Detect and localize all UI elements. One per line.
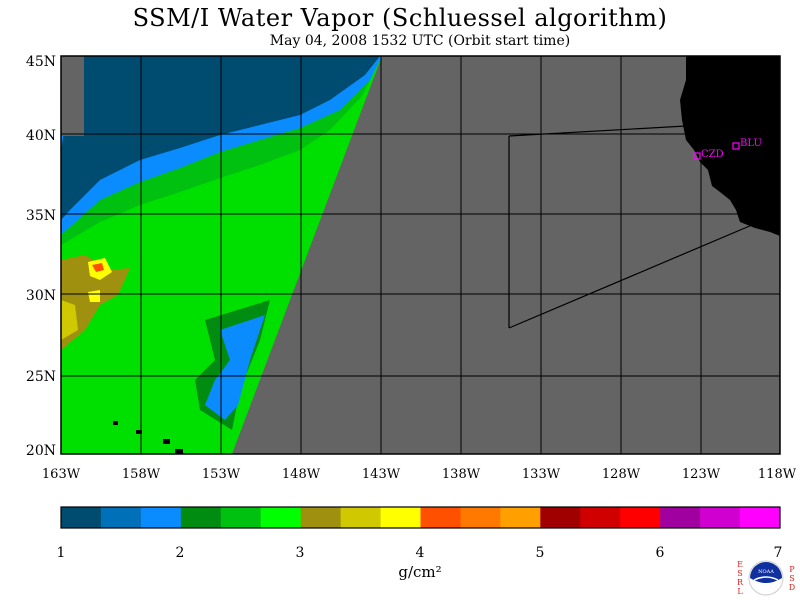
lat-label: 30N xyxy=(26,288,56,304)
logo-letter: L xyxy=(737,587,743,596)
colorbar xyxy=(60,506,781,529)
colorbar-swatch xyxy=(580,507,621,528)
island-kauai xyxy=(113,421,118,425)
colorbar-swatch xyxy=(540,507,581,528)
colorbar-tick-label: 5 xyxy=(536,545,545,561)
colorbar-swatch xyxy=(420,507,461,528)
logo-letter: P xyxy=(789,565,795,574)
noaa-badge-text: NOAA xyxy=(758,569,774,575)
colorbar-tick-label: 2 xyxy=(176,545,185,561)
lon-label: 138W xyxy=(442,467,481,482)
colorbar-swatch xyxy=(180,507,222,528)
colorbar-swatch xyxy=(620,507,661,528)
lon-label: 128W xyxy=(602,467,641,482)
lon-label: 123W xyxy=(682,467,721,482)
colorbar-tick-label: 6 xyxy=(656,545,665,561)
colorbar-swatch xyxy=(300,507,342,528)
lat-label: 20N xyxy=(26,443,56,459)
moist-patch-yellow-2 xyxy=(88,290,100,302)
station-czd-label: CZD xyxy=(701,149,724,160)
colorbar-swatch xyxy=(660,507,701,528)
station-blu-label: BLU xyxy=(740,138,762,149)
map-border xyxy=(60,55,781,455)
graticule xyxy=(61,56,780,454)
logo-letter: D xyxy=(789,583,795,592)
lat-label: 25N xyxy=(26,369,56,385)
island-oahu xyxy=(136,430,142,434)
colorbar-swatch xyxy=(260,507,302,528)
station-czd-marker xyxy=(693,152,701,160)
colorbar-swatch xyxy=(500,507,541,528)
noaa-gull-icon xyxy=(753,576,779,581)
logo-letter: E xyxy=(737,560,743,569)
lon-label: 148W xyxy=(282,467,321,482)
colorbar-swatch xyxy=(700,507,741,528)
moist-patch-orange xyxy=(92,263,104,272)
colorbar-border xyxy=(60,506,781,529)
esrl-psd-noaa-logo: E S R L P S D NOAA xyxy=(737,560,795,596)
lon-label: 118W xyxy=(758,467,797,482)
colorbar-tick-label: 7 xyxy=(774,545,783,561)
lon-label: 158W xyxy=(122,467,161,482)
colorbar-tick-labels: 1 2 3 4 5 6 7 xyxy=(57,545,783,561)
colorbar-swatch xyxy=(380,507,421,528)
station-blu-marker xyxy=(732,142,740,150)
lat-label: 45N xyxy=(26,54,56,70)
station-markers: CZD BLU xyxy=(693,138,762,160)
lat-label: 35N xyxy=(26,208,56,224)
lon-label: 163W xyxy=(42,467,81,482)
colorbar-unit: g/cm² xyxy=(398,563,441,581)
longitude-labels: 163W 158W 153W 148W 143W 138W 133W 128W … xyxy=(42,467,797,482)
island-hawaii xyxy=(175,449,183,454)
lon-label: 153W xyxy=(202,467,241,482)
logo-letter: S xyxy=(737,569,742,578)
colorbar-swatch xyxy=(340,507,382,528)
colorbar-swatch xyxy=(100,507,142,528)
land-california xyxy=(680,56,780,236)
latitude-labels: 45N 40N 35N 30N 25N 20N xyxy=(26,54,56,459)
colorbar-tick-label: 4 xyxy=(416,545,425,561)
logo-letter: R xyxy=(737,578,744,587)
colorbar-swatch xyxy=(220,507,262,528)
lon-label: 143W xyxy=(362,467,401,482)
colorbar-swatch xyxy=(460,507,501,528)
map-area xyxy=(61,56,780,454)
colorbar-tick-label: 3 xyxy=(296,545,305,561)
map-subtitle: May 04, 2008 1532 UTC (Orbit start time) xyxy=(269,33,571,49)
swath-gap-left xyxy=(61,56,84,136)
map-title: SSM/I Water Vapor (Schluessel algorithm) xyxy=(132,4,668,32)
colorbar-swatch xyxy=(61,507,102,528)
colorbar-tick-label: 1 xyxy=(57,545,66,561)
colorbar-swatch xyxy=(740,507,781,528)
dry-pocket-blue xyxy=(205,315,265,420)
region-outline-bottom xyxy=(508,224,753,329)
lat-label: 40N xyxy=(26,128,56,144)
moist-patch-yellow-3 xyxy=(61,300,78,340)
lon-label: 133W xyxy=(522,467,561,482)
island-maui xyxy=(163,439,170,444)
moist-patch-olive xyxy=(61,255,130,350)
colorbar-swatch xyxy=(140,507,182,528)
logo-letter: S xyxy=(789,574,794,583)
